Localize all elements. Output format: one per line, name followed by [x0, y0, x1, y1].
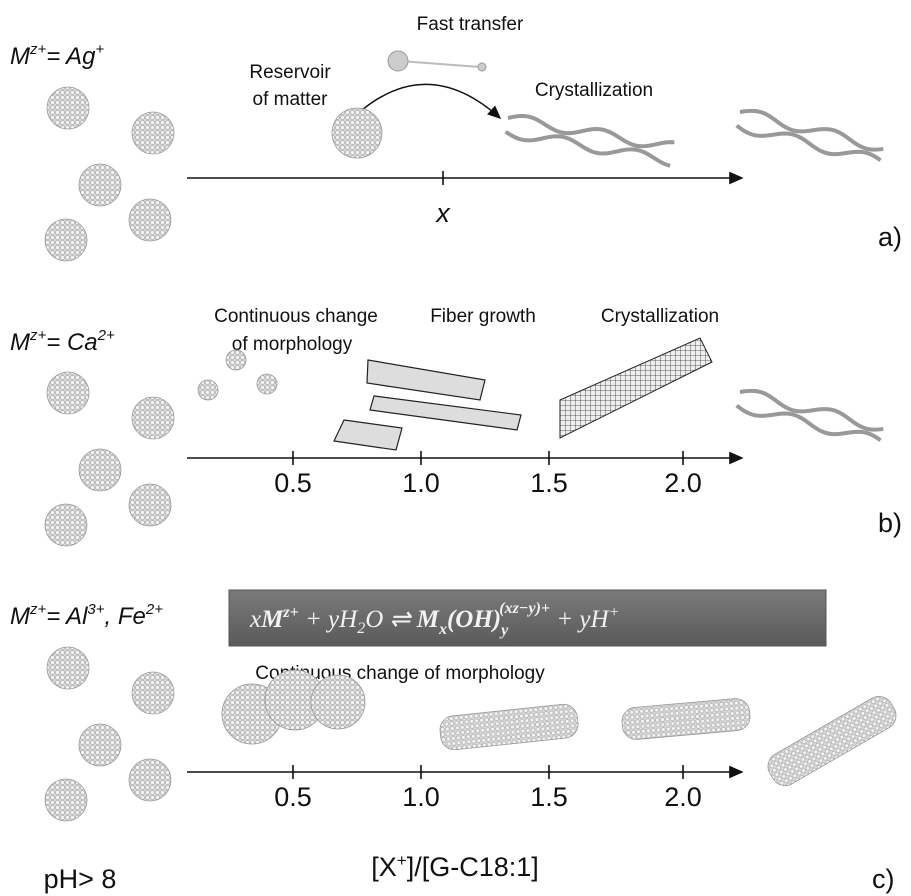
tick-label: 0.5 [274, 468, 312, 498]
fiber [369, 395, 522, 431]
particle [331, 107, 383, 159]
particle [225, 349, 247, 371]
particle [131, 111, 175, 155]
particle [197, 379, 219, 401]
equation: xMz+ + yH2O ⇌ Mx(OH)y(xz−y)+ + yH+ [249, 600, 619, 639]
helix [735, 108, 884, 162]
fiber [366, 359, 486, 401]
label: Fiber growth [430, 306, 536, 327]
axis-title: [X+]/[G-C18:1] [371, 851, 539, 882]
arrow [361, 83, 502, 120]
helix [735, 388, 884, 442]
label: of matter [253, 89, 329, 110]
tick-label: 0.5 [274, 782, 312, 812]
helix-strand [735, 123, 882, 162]
particle [131, 671, 175, 715]
label: Fast transfer [417, 14, 524, 35]
tube [439, 703, 579, 751]
particle [44, 503, 88, 547]
particle [46, 86, 90, 130]
particle [44, 778, 88, 822]
label: Continuous change [214, 306, 378, 327]
tube [621, 698, 751, 740]
particle [78, 163, 122, 207]
particle [310, 674, 366, 730]
helix-strand [507, 113, 675, 149]
particle [128, 198, 172, 242]
helix [504, 113, 675, 168]
tube [767, 696, 897, 786]
axis-mark-label: x [434, 198, 451, 228]
label: of morphology [232, 334, 353, 355]
transfer-trail [399, 60, 481, 68]
particle [387, 50, 409, 72]
fiber [333, 419, 403, 451]
tick-label: 1.5 [530, 468, 568, 498]
tick-label: 1.5 [530, 782, 568, 812]
particle [131, 396, 175, 440]
equation-box [228, 589, 827, 647]
tick-label: 2.0 [664, 468, 702, 498]
helix-strand [739, 388, 884, 432]
label: Reservoir [249, 62, 331, 83]
tick-label: 1.0 [402, 468, 440, 498]
label: Crystallization [535, 80, 653, 101]
ph-label: pH> 8 [44, 864, 117, 894]
particle [44, 218, 88, 262]
particle [46, 646, 90, 690]
tubes [439, 696, 897, 786]
tick-label: 2.0 [664, 782, 702, 812]
particle [256, 373, 278, 395]
particle [46, 371, 90, 415]
panel-tag: b) [878, 508, 902, 538]
particle [477, 62, 487, 72]
ion-label: Mz+= Al3+, Fe2+ [10, 601, 163, 630]
helix-strand [735, 403, 882, 442]
particle [128, 758, 172, 802]
label: Crystallization [601, 306, 719, 327]
ion-label: Mz+= Ca2+ [10, 327, 115, 356]
particle [128, 483, 172, 527]
panel-tag: a) [878, 222, 902, 252]
ion-label: Mz+= Ag+ [10, 41, 104, 70]
particle [78, 448, 122, 492]
crystal-mesh [559, 337, 713, 439]
tick-label: 1.0 [402, 782, 440, 812]
particle [78, 723, 122, 767]
panel-tag: c) [872, 864, 895, 894]
helix-strand [504, 130, 671, 168]
helix-strand [739, 108, 884, 152]
